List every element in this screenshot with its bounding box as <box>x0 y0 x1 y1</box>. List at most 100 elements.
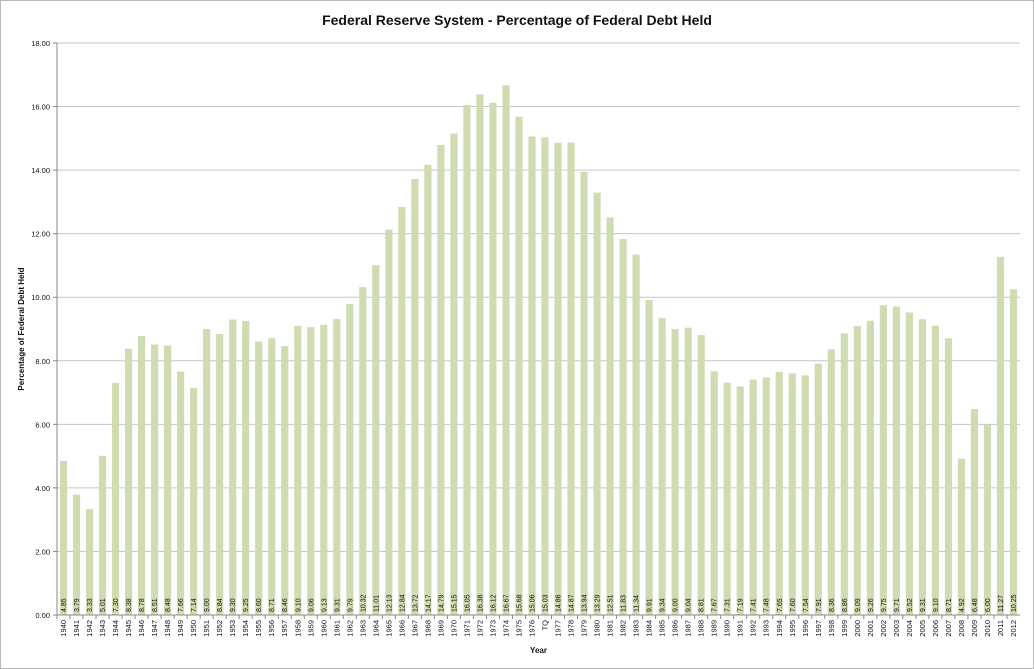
data-label: 7.30 <box>113 598 120 612</box>
data-label: 14.87 <box>569 594 576 612</box>
x-tick-label: 1969 <box>436 620 445 637</box>
bar <box>515 116 523 616</box>
x-tick-label: 1997 <box>814 620 823 637</box>
bar <box>502 85 510 615</box>
bar <box>138 335 146 615</box>
bar <box>970 409 979 615</box>
bar <box>359 287 367 615</box>
data-label: 15.03 <box>543 594 550 612</box>
bar <box>216 334 224 615</box>
x-tick-label: 1940 <box>59 620 68 637</box>
y-axis-label: Percentage of Federal Debt Held <box>17 267 26 390</box>
data-label: 7.65 <box>777 598 784 612</box>
x-tick-label: 1988 <box>697 620 706 637</box>
bar <box>372 265 380 615</box>
x-tick-label: 1943 <box>98 620 107 637</box>
bar <box>72 494 81 615</box>
x-tick-label: 1996 <box>801 620 810 637</box>
x-tick-label: 1960 <box>319 620 328 637</box>
data-labels: 4.85 3.79 3.33 5.01 7.30 8.38 8.78 8.51 8.48 7.66… <box>61 594 1018 612</box>
bar <box>606 217 614 615</box>
data-label: 8.48 <box>165 598 172 612</box>
x-tick-label: 2001 <box>866 620 875 637</box>
x-tick-label: 1962 <box>345 620 354 637</box>
data-label: 12.51 <box>608 594 615 612</box>
bar <box>775 371 783 615</box>
data-label: 3.79 <box>74 598 81 612</box>
x-tick-label: 1989 <box>710 620 719 637</box>
x-tick-label: 1956 <box>267 620 276 637</box>
bar <box>632 254 640 615</box>
data-label: 8.71 <box>946 598 953 612</box>
bar <box>268 338 276 615</box>
x-tick-label: 1993 <box>762 620 771 637</box>
bar <box>619 239 627 615</box>
bar <box>671 329 679 615</box>
y-tick-label: 4.00 <box>35 484 50 493</box>
x-tick-label: 1983 <box>632 620 641 637</box>
bar <box>242 321 250 615</box>
x-tick-label: 1975 <box>514 620 523 637</box>
data-label: 11.83 <box>621 595 628 612</box>
bar <box>124 348 133 615</box>
bar <box>385 229 393 615</box>
data-label: 7.31 <box>725 598 732 612</box>
x-tick-label: 1958 <box>293 620 302 637</box>
bar <box>294 325 302 615</box>
x-tick-label: 1942 <box>85 620 94 637</box>
bar <box>762 377 770 615</box>
x-tick-label: 1980 <box>593 620 602 637</box>
x-tick-label: 2002 <box>879 620 888 637</box>
data-label: 7.54 <box>803 598 810 612</box>
bar <box>645 300 653 615</box>
x-tick-label: 1953 <box>228 620 237 637</box>
x-tick-label: 1941 <box>72 620 81 637</box>
x-tick-label: 1952 <box>215 620 224 637</box>
data-label: 8.78 <box>139 598 146 612</box>
x-tick-label: 1968 <box>423 620 432 637</box>
x-tick-label: 1950 <box>189 620 198 637</box>
bar <box>424 164 432 615</box>
x-tick-label: 1979 <box>580 620 589 637</box>
bar <box>814 363 822 615</box>
bar <box>996 256 1005 615</box>
data-label: 8.81 <box>699 598 706 612</box>
bar <box>203 329 211 615</box>
bar <box>905 312 913 615</box>
x-tick-label: 1987 <box>684 620 693 637</box>
x-tick-label: 2005 <box>918 620 927 637</box>
data-label: 16.67 <box>503 594 510 612</box>
x-tick-label: 1995 <box>788 620 797 637</box>
x-tick-label: 1978 <box>567 620 576 637</box>
x-tick-label: 2008 <box>957 620 966 637</box>
x-tick-label: 2010 <box>983 620 992 637</box>
data-label: 10.25 <box>1011 594 1018 612</box>
data-label: 8.51 <box>152 598 159 612</box>
data-label: 14.17 <box>425 594 432 612</box>
data-label: 13.29 <box>595 594 602 612</box>
x-tick-label: TQ <box>541 620 550 631</box>
data-label: 7.66 <box>178 598 185 612</box>
data-label: 9.06 <box>308 598 315 612</box>
data-label: 11.34 <box>634 595 641 612</box>
bar <box>281 346 289 615</box>
x-tick-label: 1974 <box>501 620 510 637</box>
bar <box>489 102 497 615</box>
x-tick-label: 2006 <box>931 620 940 637</box>
data-label: 9.00 <box>204 598 211 612</box>
y-tick-label: 16.00 <box>31 103 50 112</box>
bar <box>229 319 237 615</box>
x-tick-label: 1981 <box>606 620 615 637</box>
data-label: 7.14 <box>191 598 198 612</box>
data-label: 9.79 <box>347 598 354 612</box>
bar <box>320 324 328 615</box>
data-label: 11.01 <box>373 595 380 612</box>
x-tick-label: 1992 <box>749 620 758 637</box>
data-label: 9.26 <box>868 598 875 612</box>
bar <box>177 371 185 615</box>
x-tick-label: 1949 <box>176 620 185 637</box>
data-label: 8.86 <box>842 598 849 612</box>
x-tick-label: 1998 <box>827 620 836 637</box>
x-tick-label: 1947 <box>150 620 159 637</box>
